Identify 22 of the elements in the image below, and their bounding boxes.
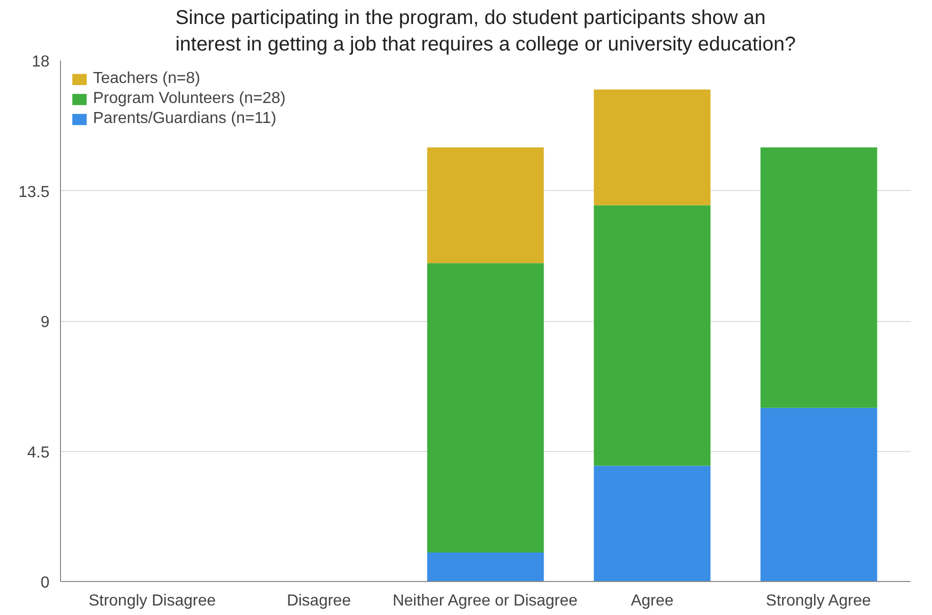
bar xyxy=(427,552,544,582)
bar xyxy=(427,147,544,264)
x-tick-label: Neither Agree or Disagree xyxy=(392,592,578,610)
x-tick-label: Agree xyxy=(630,592,674,610)
legend-label: Program Volunteers (n=28) xyxy=(93,90,286,108)
bar xyxy=(594,205,710,466)
bar xyxy=(594,89,710,206)
bar xyxy=(427,263,544,553)
bar xyxy=(760,147,878,408)
x-tick-label: Strongly Agree xyxy=(766,592,871,610)
y-tick-label: 18 xyxy=(32,54,50,70)
x-tick-label: Disagree xyxy=(286,592,351,610)
x-tick-label: Strongly Disagree xyxy=(88,592,216,610)
y-tick-label: 9 xyxy=(40,314,50,331)
bar xyxy=(594,466,710,582)
bar xyxy=(760,408,878,582)
y-tick-label: 13.5 xyxy=(18,184,50,201)
legend-label: Parents/Guardians (n=11) xyxy=(93,110,276,128)
legend-label: Teachers (n=8) xyxy=(93,70,200,88)
y-tick-label: 0 xyxy=(40,574,50,592)
y-tick-label: 4.5 xyxy=(27,444,50,462)
chart-title: Since participating in the program, do student participants show an interest in getting a job that requires a college or university education? xyxy=(175,7,796,56)
